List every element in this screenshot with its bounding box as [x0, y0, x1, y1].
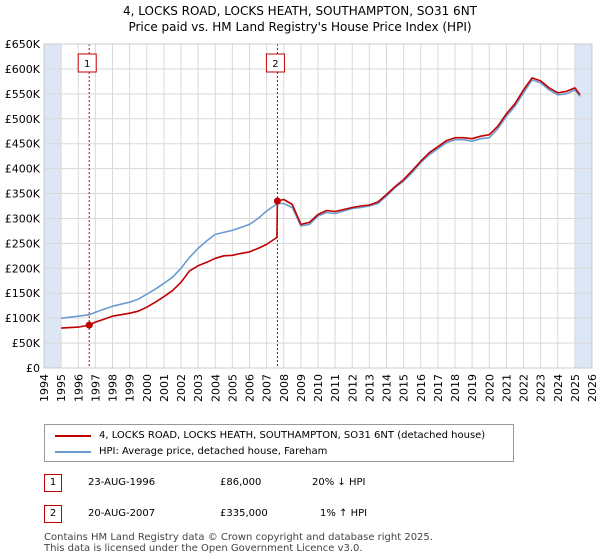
x-tick-label: 2000 — [141, 374, 154, 402]
x-tick-label: 2015 — [398, 374, 411, 402]
transaction-marker-box — [77, 53, 97, 73]
y-tick-label: £500K — [5, 113, 41, 126]
hpi-series-line — [61, 79, 581, 319]
legend-label-hpi: HPI: Average price, detached house, Fare… — [99, 446, 328, 457]
x-tick-label: 2010 — [312, 374, 325, 402]
transaction-badge: 2 — [44, 505, 62, 523]
transaction-marker-box — [265, 53, 285, 73]
plot-frame — [43, 43, 593, 369]
x-tick-label: 1996 — [72, 374, 85, 402]
y-tick-label: £200K — [5, 262, 41, 275]
x-tick-label: 2001 — [158, 374, 171, 402]
x-tick-label: 2003 — [192, 374, 205, 402]
x-tick-label: 2002 — [175, 374, 188, 402]
x-tick-label: 2012 — [346, 374, 359, 402]
x-tick-label: 1994 — [38, 374, 51, 402]
transaction-marker-label: 1 — [84, 59, 90, 70]
transaction-hpi-change: 1% ↑ HPI — [320, 508, 368, 519]
shaded-region — [44, 44, 62, 368]
transaction-point — [85, 321, 93, 329]
x-tick-label: 2008 — [278, 374, 291, 402]
y-tick-label: £450K — [5, 138, 41, 151]
x-tick-label: 2017 — [432, 374, 445, 402]
x-tick-label: 2014 — [381, 374, 394, 402]
transaction-point — [273, 197, 281, 205]
x-tick-label: 2025 — [569, 374, 582, 402]
y-tick-label: £600K — [5, 63, 41, 76]
y-tick-label: £650K — [5, 38, 41, 51]
x-tick-label: 2023 — [535, 374, 548, 402]
price-chart: £0 £50K £100K £150K £200K £250K £300K £350K £400… — [5, 38, 599, 402]
transaction-price: £335,000 — [220, 508, 268, 519]
legend: 4, LOCKS ROAD, LOCKS HEATH, SOUTHAMPTON,… — [44, 424, 514, 462]
shaded-region — [574, 44, 592, 368]
x-tick-label: 2020 — [483, 374, 496, 402]
y-tick-label: £300K — [5, 212, 41, 225]
y-tick-label: £550K — [5, 88, 41, 101]
footer-copyright: Contains HM Land Registry data © Crown c… — [44, 532, 433, 543]
transaction-hpi-change: 20% ↓ HPI — [312, 477, 366, 488]
x-tick-label: 2006 — [244, 374, 257, 402]
x-tick-label: 1997 — [89, 374, 102, 402]
x-tick-label: 1998 — [107, 374, 120, 402]
y-tick-label: £250K — [5, 237, 41, 250]
x-tick-label: 2011 — [329, 374, 342, 402]
y-tick-label: £100K — [5, 312, 41, 325]
legend-swatch-hpi — [55, 451, 91, 453]
transaction-badge: 1 — [44, 474, 62, 492]
chart-title-line2: Price paid vs. HM Land Registry's House … — [128, 20, 472, 34]
x-tick-label: 2018 — [449, 374, 462, 402]
legend-label-property: 4, LOCKS ROAD, LOCKS HEATH, SOUTHAMPTON,… — [99, 430, 486, 441]
x-tick-label: 2026 — [586, 374, 599, 402]
x-tick-label: 2009 — [295, 374, 308, 402]
x-tick-label: 2016 — [415, 374, 428, 402]
x-tick-label: 1999 — [124, 374, 137, 402]
property-series-line — [61, 77, 581, 329]
legend-swatch-property — [55, 435, 91, 437]
x-tick-label: 2004 — [209, 374, 222, 402]
x-tick-label: 1995 — [55, 374, 68, 402]
y-tick-label: £0 — [26, 362, 40, 375]
y-tick-label: £50K — [12, 337, 41, 350]
x-tick-label: 2021 — [500, 374, 513, 402]
y-tick-label: £350K — [5, 188, 41, 201]
chart-title-line1: 4, LOCKS ROAD, LOCKS HEATH, SOUTHAMPTON,… — [122, 4, 477, 18]
footer-licence: This data is licensed under the Open Gov… — [44, 543, 363, 554]
y-tick-label: £150K — [5, 287, 41, 300]
x-tick-label: 2007 — [261, 374, 274, 402]
transaction-marker-label: 2 — [272, 59, 278, 70]
x-tick-label: 2019 — [466, 374, 479, 402]
transaction-price: £86,000 — [220, 477, 262, 488]
y-tick-label: £400K — [5, 163, 41, 176]
x-tick-label: 2024 — [552, 374, 565, 402]
x-tick-label: 2022 — [518, 374, 531, 402]
x-tick-label: 2013 — [363, 374, 376, 402]
transaction-date: 20-AUG-2007 — [88, 508, 156, 519]
x-tick-label: 2005 — [226, 374, 239, 402]
transaction-date: 23-AUG-1996 — [88, 477, 156, 488]
